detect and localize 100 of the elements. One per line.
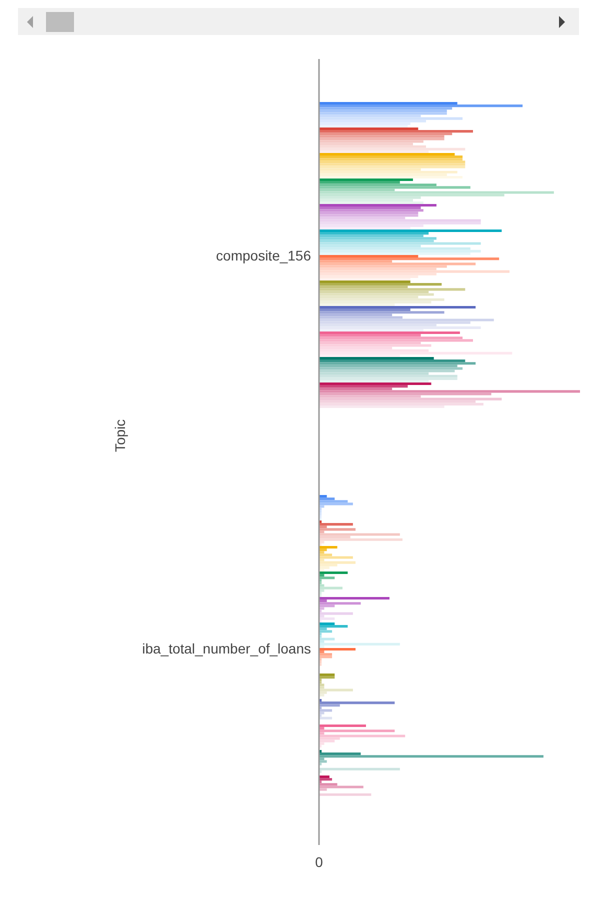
bar <box>319 344 432 347</box>
bar <box>319 364 458 368</box>
bar <box>319 293 434 296</box>
y-tick-label: iba_total_number_of_loans <box>142 640 311 656</box>
bar <box>319 530 324 534</box>
bar <box>319 793 372 796</box>
bar <box>319 204 436 207</box>
bar <box>319 498 335 500</box>
bar <box>319 209 424 212</box>
bar <box>319 117 463 120</box>
bar <box>319 110 447 112</box>
bar <box>319 265 447 268</box>
bar <box>319 730 395 732</box>
bar <box>319 222 481 224</box>
bar <box>319 158 463 161</box>
bar <box>319 760 327 763</box>
bar <box>319 704 340 707</box>
bar <box>319 638 335 640</box>
bar <box>319 380 429 382</box>
bar <box>319 653 332 656</box>
bar <box>319 505 324 508</box>
bar <box>319 240 434 242</box>
bar <box>319 398 502 400</box>
bar <box>319 163 466 166</box>
bar <box>319 128 418 130</box>
bar <box>319 318 494 322</box>
bar <box>319 214 418 217</box>
bar <box>319 290 429 294</box>
bar <box>319 332 460 334</box>
bar <box>319 283 442 286</box>
bar <box>319 388 392 390</box>
bar <box>319 130 473 133</box>
bar <box>319 367 463 370</box>
bar <box>319 170 458 174</box>
bar <box>319 237 436 240</box>
bar <box>319 230 502 232</box>
bar <box>319 382 432 386</box>
bar <box>319 538 403 541</box>
bar <box>319 166 466 168</box>
bar <box>319 102 458 105</box>
bar <box>319 362 476 365</box>
bar <box>319 153 455 156</box>
bar <box>319 546 338 549</box>
bar <box>319 212 418 214</box>
bar <box>319 768 400 770</box>
bar <box>319 336 463 340</box>
bar <box>319 602 361 605</box>
bar <box>319 132 452 136</box>
bar <box>319 184 436 186</box>
bar <box>319 308 410 312</box>
bar <box>319 135 444 138</box>
bar <box>319 500 348 503</box>
bar <box>319 648 356 651</box>
bar <box>319 734 406 738</box>
bar <box>319 724 366 728</box>
bar <box>319 630 332 633</box>
bar <box>319 191 554 194</box>
bar <box>319 138 444 140</box>
bar <box>319 280 410 284</box>
bar <box>319 709 332 712</box>
bar <box>319 502 353 506</box>
bar <box>319 181 400 184</box>
y-axis-title: Topic <box>112 419 128 452</box>
bar <box>319 178 413 182</box>
bar <box>319 232 429 235</box>
bar <box>319 156 463 158</box>
bar <box>319 533 400 536</box>
bar <box>319 778 332 781</box>
y-tick-label: composite_156 <box>216 247 312 264</box>
bar <box>319 234 424 238</box>
bar <box>319 112 447 115</box>
bar <box>319 556 353 559</box>
bar <box>319 786 364 788</box>
bar <box>319 390 580 393</box>
bar <box>319 642 400 646</box>
bar <box>319 385 408 388</box>
bar <box>319 392 492 396</box>
bar <box>319 306 476 309</box>
bar <box>319 625 348 628</box>
bar <box>319 201 424 204</box>
bar <box>319 604 335 608</box>
bar <box>319 674 335 676</box>
bar <box>319 314 392 316</box>
text: 0 <box>315 854 324 870</box>
bar <box>319 561 356 564</box>
bar <box>319 288 466 291</box>
bar <box>319 339 473 342</box>
bar <box>319 776 330 778</box>
bar <box>319 124 408 128</box>
bar <box>319 576 335 580</box>
bar <box>319 684 324 686</box>
bar <box>319 255 418 258</box>
bar <box>319 688 353 692</box>
bar <box>319 262 476 266</box>
bar <box>319 258 500 260</box>
bar <box>319 186 470 189</box>
bar <box>319 607 324 610</box>
bar <box>319 702 395 704</box>
bar <box>319 755 544 758</box>
bar <box>319 566 330 569</box>
